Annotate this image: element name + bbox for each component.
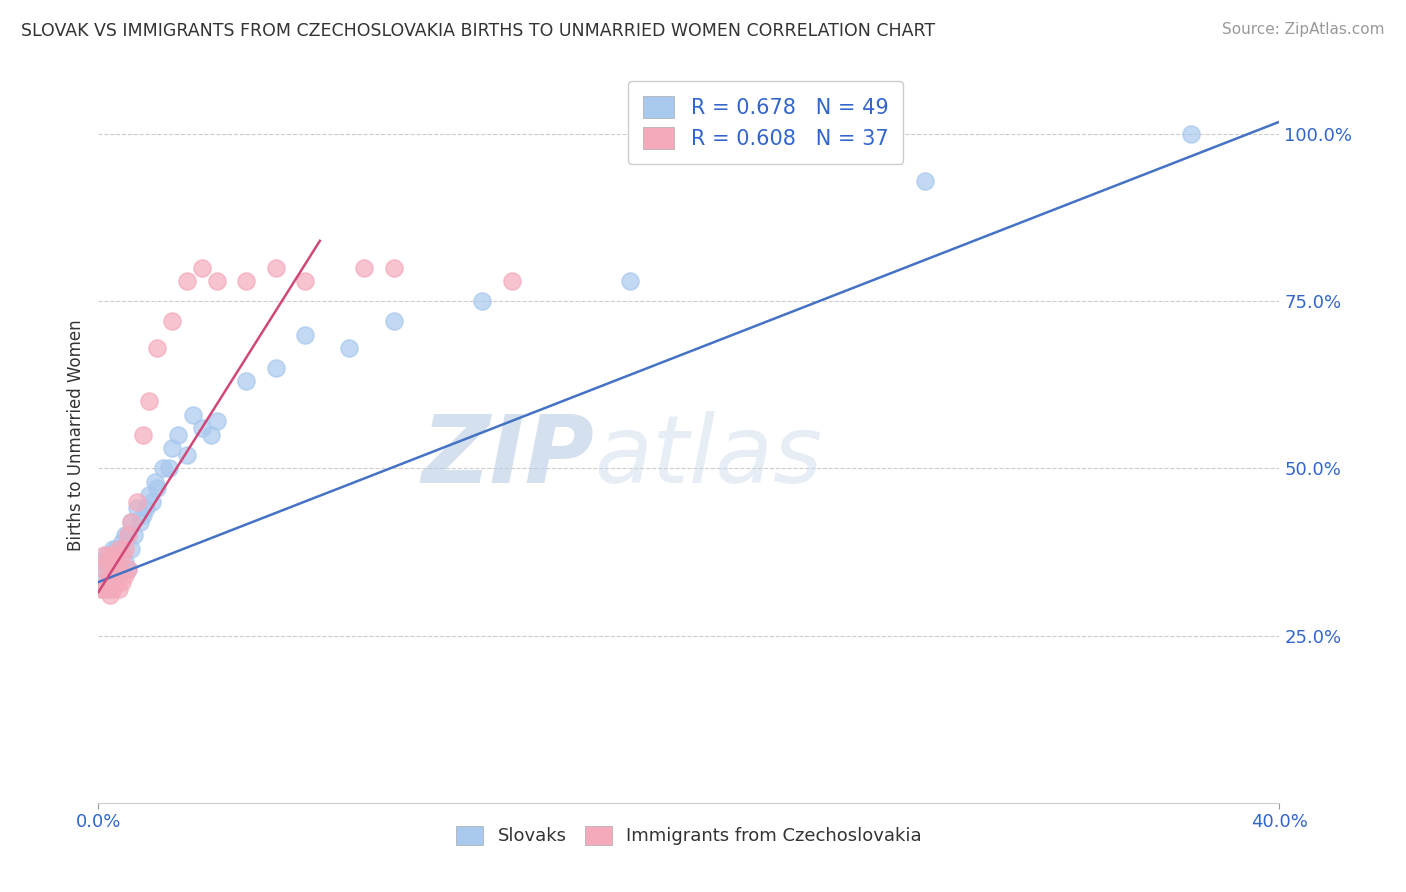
Point xyxy=(501,274,523,288)
Point xyxy=(105,574,128,589)
Point xyxy=(138,394,160,409)
Point xyxy=(105,548,128,563)
Point xyxy=(146,341,169,355)
Point xyxy=(181,408,204,422)
Point xyxy=(96,574,118,589)
Point xyxy=(157,461,180,475)
Point xyxy=(98,555,121,569)
Point xyxy=(108,562,131,576)
Point xyxy=(117,528,139,542)
Point xyxy=(162,441,183,455)
Point xyxy=(114,555,136,569)
Point xyxy=(146,481,169,495)
Point xyxy=(122,528,145,542)
Point xyxy=(117,528,139,542)
Text: Source: ZipAtlas.com: Source: ZipAtlas.com xyxy=(1222,22,1385,37)
Legend: Slovaks, Immigrants from Czechoslovakia: Slovaks, Immigrants from Czechoslovakia xyxy=(449,818,929,853)
Text: ZIP: ZIP xyxy=(422,411,595,503)
Point xyxy=(93,582,115,596)
Point xyxy=(105,541,128,556)
Point xyxy=(93,574,115,589)
Point xyxy=(235,274,257,288)
Point xyxy=(176,448,198,462)
Point xyxy=(108,541,131,556)
Point xyxy=(619,274,641,288)
Point xyxy=(264,260,287,275)
Point xyxy=(914,173,936,187)
Point xyxy=(125,501,148,516)
Point xyxy=(114,528,136,542)
Point xyxy=(117,562,139,576)
Point xyxy=(132,508,155,522)
Point xyxy=(111,534,134,549)
Point xyxy=(111,548,134,563)
Point xyxy=(98,574,121,589)
Point xyxy=(120,541,142,556)
Point xyxy=(176,274,198,288)
Point xyxy=(294,327,316,342)
Point xyxy=(111,562,134,576)
Point xyxy=(120,515,142,529)
Point xyxy=(98,548,121,563)
Text: SLOVAK VS IMMIGRANTS FROM CZECHOSLOVAKIA BIRTHS TO UNMARRIED WOMEN CORRELATION C: SLOVAK VS IMMIGRANTS FROM CZECHOSLOVAKIA… xyxy=(21,22,935,40)
Point xyxy=(125,494,148,508)
Point xyxy=(138,488,160,502)
Point xyxy=(382,314,405,328)
Point xyxy=(105,562,128,576)
Point xyxy=(471,293,494,308)
Point xyxy=(108,541,131,556)
Point xyxy=(96,555,118,569)
Point xyxy=(191,260,214,275)
Point xyxy=(141,494,163,508)
Point xyxy=(93,562,115,576)
Point xyxy=(93,548,115,563)
Point xyxy=(162,314,183,328)
Point xyxy=(103,541,125,556)
Point xyxy=(103,555,125,569)
Point xyxy=(132,427,155,442)
Point xyxy=(90,555,112,569)
Point xyxy=(108,568,131,582)
Point xyxy=(96,582,118,596)
Point xyxy=(114,568,136,582)
Point xyxy=(294,274,316,288)
Point xyxy=(128,515,150,529)
Point xyxy=(96,548,118,563)
Point xyxy=(339,341,361,355)
Point xyxy=(205,414,228,428)
Point xyxy=(143,475,166,489)
Point xyxy=(103,555,125,569)
Point xyxy=(1180,127,1202,141)
Point xyxy=(98,589,121,603)
Point xyxy=(114,541,136,556)
Point xyxy=(167,427,190,442)
Point xyxy=(353,260,375,275)
Point xyxy=(205,274,228,288)
Text: atlas: atlas xyxy=(595,411,823,502)
Point xyxy=(108,582,131,596)
Point xyxy=(103,582,125,596)
Point xyxy=(152,461,174,475)
Point xyxy=(111,574,134,589)
Point xyxy=(200,427,222,442)
Point xyxy=(191,421,214,435)
Point xyxy=(117,562,139,576)
Point xyxy=(120,515,142,529)
Point xyxy=(90,582,112,596)
Point xyxy=(98,568,121,582)
Point xyxy=(103,568,125,582)
Point xyxy=(382,260,405,275)
Point xyxy=(235,374,257,388)
Point xyxy=(264,360,287,375)
Point xyxy=(93,562,115,576)
Point xyxy=(135,501,157,516)
Y-axis label: Births to Unmarried Women: Births to Unmarried Women xyxy=(66,319,84,550)
